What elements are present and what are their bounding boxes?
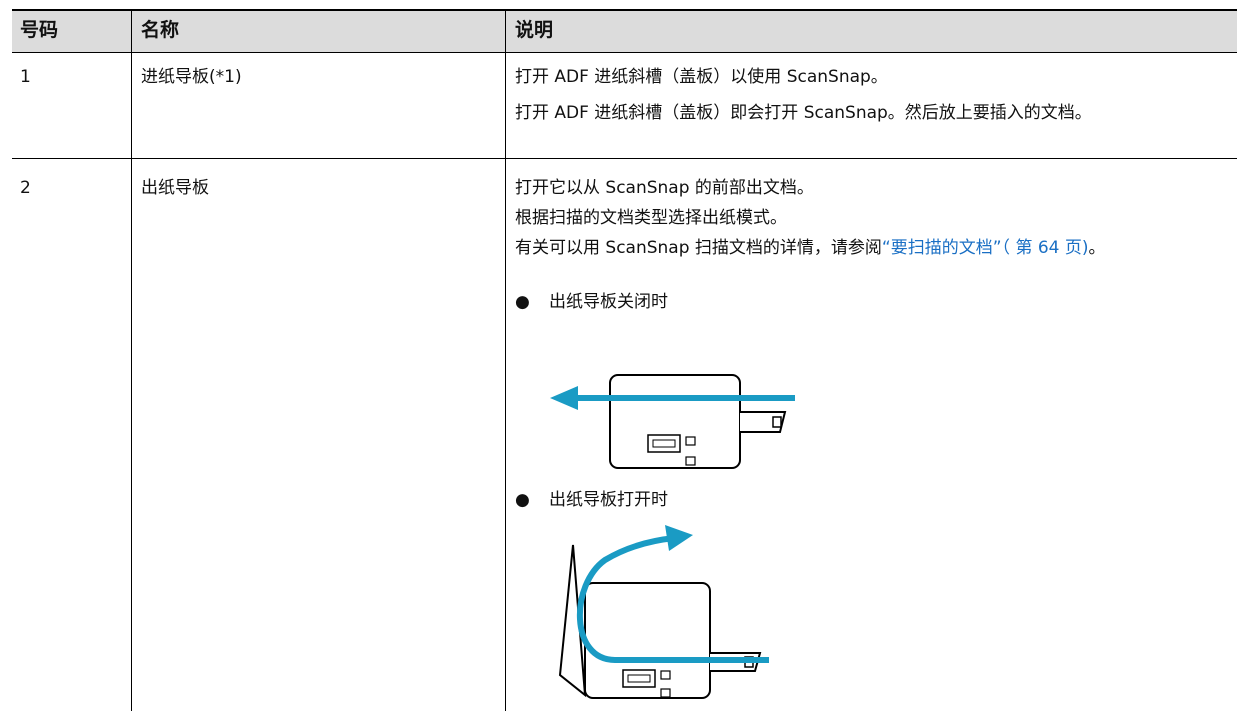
cell-name: 出纸导板 — [141, 178, 209, 198]
header-cell: 名称 — [141, 19, 180, 41]
header-cell: 说明 — [515, 19, 554, 41]
bullet-text: 出纸导板关闭时 — [549, 292, 668, 312]
cell-number: 2 — [20, 178, 31, 198]
header-cell: 号码 — [20, 19, 59, 41]
cell-text: 打开 ADF 进纸斜槽（盖板）以使用 ScanSnap。 — [515, 67, 888, 87]
header-background — [12, 10, 1237, 52]
row-border — [12, 52, 1237, 53]
illustration-closed — [550, 374, 795, 469]
cell-text: 打开它以从 ScanSnap 的前部出文档。 — [515, 178, 814, 198]
illustration-open — [558, 525, 769, 699]
row-border — [12, 158, 1237, 159]
column-border — [505, 10, 506, 711]
bullet-dot: ● — [515, 490, 530, 510]
cell-text: 有关可以用 ScanSnap 扫描文档的详情，请参阅“要扫描的文档”（ 第 64… — [515, 236, 1230, 261]
link[interactable]: “要扫描的文档”（ 第 64 页) — [881, 238, 1089, 258]
ref-end: 。 — [1088, 238, 1106, 258]
bullet-text: 出纸导板打开时 — [549, 490, 668, 510]
cell-name: 进纸导板(*1) — [141, 67, 242, 87]
cell-text: 根据扫描的文档类型选择出纸模式。 — [515, 208, 787, 228]
cell-number: 1 — [20, 67, 31, 87]
column-border — [131, 10, 132, 711]
top-border — [12, 9, 1237, 11]
bullet-dot: ● — [515, 292, 530, 312]
cell-text: 打开 ADF 进纸斜槽（盖板）即会打开 ScanSnap。然后放上要插入的文档。 — [515, 103, 1092, 123]
ref-text: 有关可以用 ScanSnap 扫描文档的详情，请参阅 — [515, 238, 882, 258]
